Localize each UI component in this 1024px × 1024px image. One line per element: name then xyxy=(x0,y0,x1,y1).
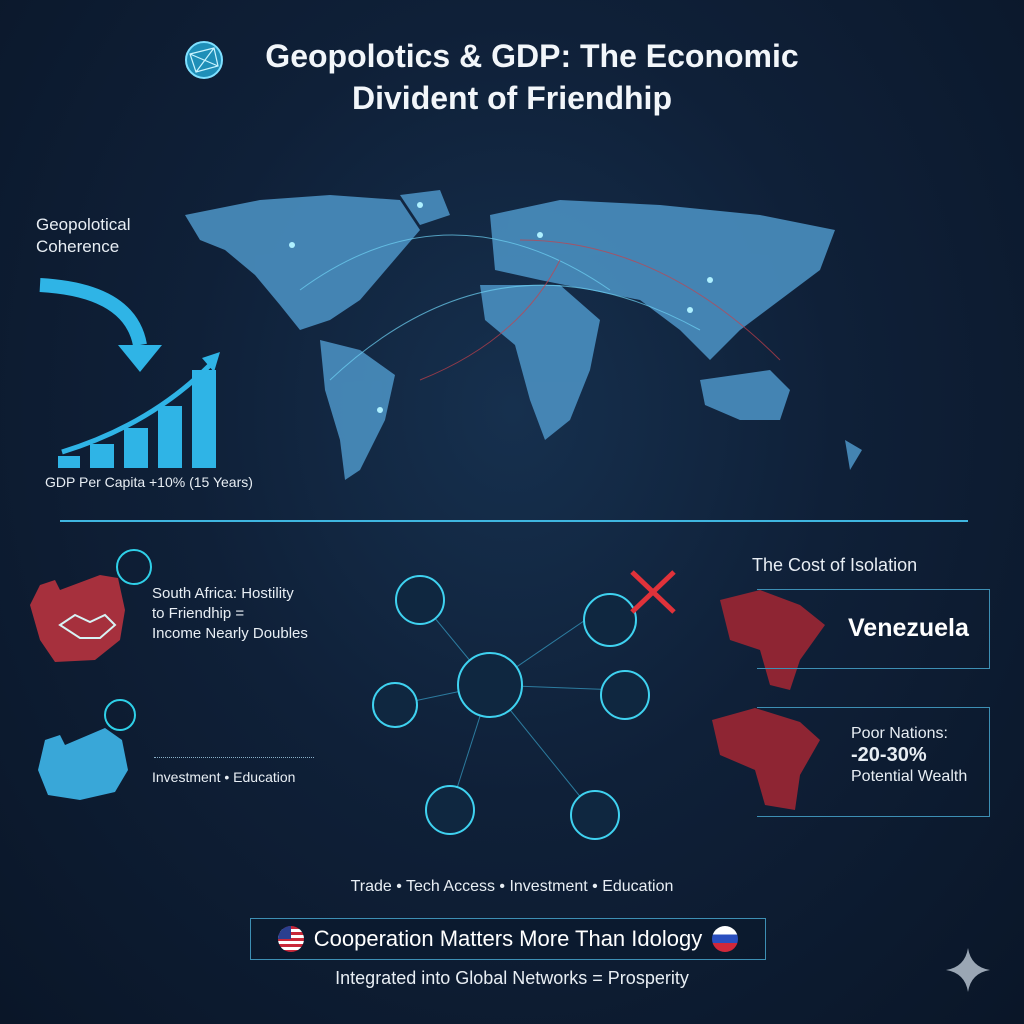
venezuela-box xyxy=(757,589,990,669)
network-node xyxy=(570,790,620,840)
cooperation-banner: Cooperation Matters More Than Idology xyxy=(250,918,766,960)
section-divider xyxy=(60,520,968,522)
banner-text: Cooperation Matters More Than Idology xyxy=(313,926,703,951)
us-flag-icon xyxy=(277,926,304,952)
coherence-label: Geopolotical Coherence xyxy=(36,215,131,256)
russia-flag-icon xyxy=(712,926,739,952)
growth-trend-arrow xyxy=(61,363,212,455)
network-node xyxy=(395,575,445,625)
gdp-bar xyxy=(58,456,80,468)
network-node xyxy=(600,670,650,720)
south-africa-caption: Investment • Education xyxy=(152,769,296,785)
handshake-icon xyxy=(58,613,117,639)
page-title-line1: Geopolotics & GDP: The Economic xyxy=(265,38,799,74)
south-africa-headline: South Africa: Hostility to Friendhip = I… xyxy=(152,584,308,644)
gdp-bar xyxy=(124,428,148,468)
stat-caption: Potential Wealth xyxy=(851,768,968,785)
close-x-icon xyxy=(630,570,676,614)
tagline: Integrated into Global Networks = Prospe… xyxy=(335,968,689,988)
headline-line: Income Nearly Doubles xyxy=(152,625,308,642)
isolation-heading: The Cost of Isolation xyxy=(752,555,918,575)
stat-value: -20-30% xyxy=(851,744,927,766)
globe-network-icon xyxy=(185,41,223,79)
pillars-text: Trade • Tech Access • Investment • Educa… xyxy=(350,878,674,895)
gdp-bar xyxy=(192,370,216,468)
network-node xyxy=(372,682,418,728)
gdp-bar xyxy=(158,406,182,468)
poor-nations-stat: Poor Nations: -20-30% Potential Wealth xyxy=(851,724,967,786)
sparkle-icon xyxy=(946,948,990,992)
stat-label: Poor Nations: xyxy=(851,725,948,742)
poor-nations-box xyxy=(757,707,990,817)
network-node xyxy=(425,785,475,835)
investment-icons xyxy=(154,745,314,758)
venezuela-label: Venezuela xyxy=(848,614,969,642)
headline-line: South Africa: Hostility xyxy=(152,585,294,602)
gdp-bar xyxy=(90,444,114,468)
headline-line: to Friendhip = xyxy=(152,605,245,622)
network-node xyxy=(583,593,637,647)
page-title-line2: Divident of Friendhip xyxy=(352,80,672,116)
gdp-caption: GDP Per Capita +10% (15 Years) xyxy=(45,474,253,490)
network-node xyxy=(457,652,523,718)
